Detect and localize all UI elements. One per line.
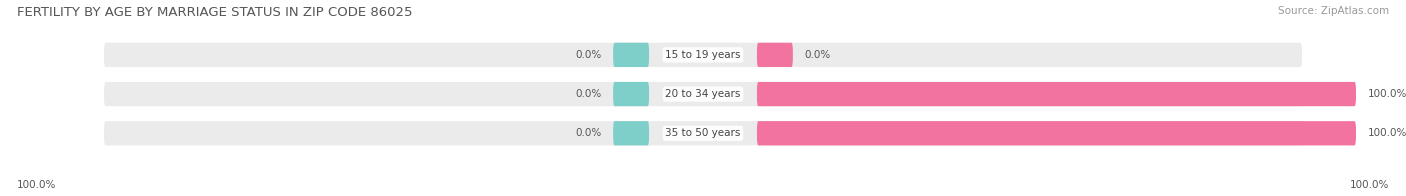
- Text: 100.0%: 100.0%: [1368, 128, 1406, 138]
- Text: 100.0%: 100.0%: [1368, 89, 1406, 99]
- FancyBboxPatch shape: [613, 43, 650, 67]
- FancyBboxPatch shape: [756, 43, 793, 67]
- Text: 15 to 19 years: 15 to 19 years: [665, 50, 741, 60]
- Text: FERTILITY BY AGE BY MARRIAGE STATUS IN ZIP CODE 86025: FERTILITY BY AGE BY MARRIAGE STATUS IN Z…: [17, 6, 412, 19]
- FancyBboxPatch shape: [756, 82, 1355, 106]
- FancyBboxPatch shape: [104, 121, 1302, 145]
- FancyBboxPatch shape: [756, 121, 1355, 145]
- Text: 100.0%: 100.0%: [1350, 180, 1389, 190]
- Text: Source: ZipAtlas.com: Source: ZipAtlas.com: [1278, 6, 1389, 16]
- FancyBboxPatch shape: [613, 82, 650, 106]
- Text: 100.0%: 100.0%: [17, 180, 56, 190]
- Text: 0.0%: 0.0%: [575, 89, 602, 99]
- Text: 0.0%: 0.0%: [575, 50, 602, 60]
- FancyBboxPatch shape: [613, 121, 650, 145]
- Text: 35 to 50 years: 35 to 50 years: [665, 128, 741, 138]
- FancyBboxPatch shape: [104, 82, 1302, 106]
- Text: 20 to 34 years: 20 to 34 years: [665, 89, 741, 99]
- Text: 0.0%: 0.0%: [804, 50, 831, 60]
- FancyBboxPatch shape: [104, 43, 1302, 67]
- Text: 0.0%: 0.0%: [575, 128, 602, 138]
